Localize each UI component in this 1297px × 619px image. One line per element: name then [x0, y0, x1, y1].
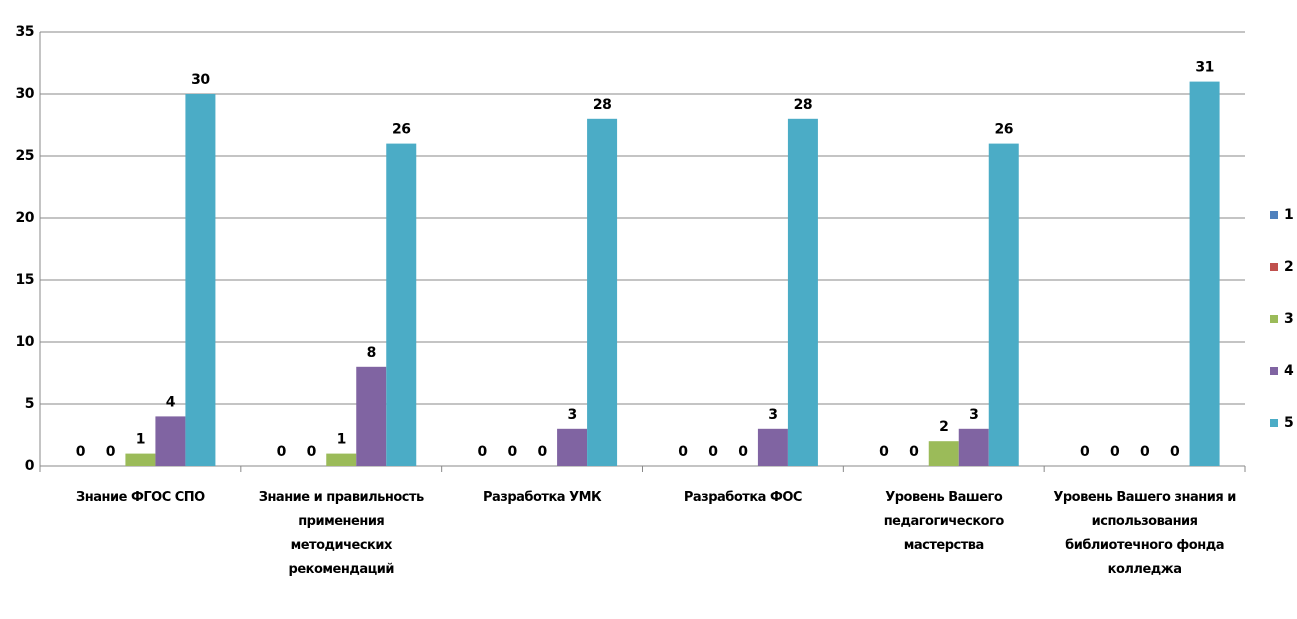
legend-swatch	[1270, 367, 1278, 375]
y-tick-label: 10	[16, 334, 35, 350]
y-tick-label: 20	[16, 210, 35, 226]
x-tick-label: Знание ФГОС СПО	[76, 490, 205, 505]
x-tick-label: Разработка УМК	[482, 490, 602, 505]
data-label: 0	[477, 444, 487, 460]
data-label: 4	[166, 394, 176, 410]
bar	[326, 453, 357, 466]
legend-label: 4	[1284, 363, 1294, 379]
data-label: 0	[537, 444, 547, 460]
legend-label: 3	[1284, 311, 1293, 327]
y-tick-label: 35	[16, 24, 34, 40]
data-label: 1	[136, 432, 145, 448]
data-label: 8	[367, 345, 376, 361]
data-label: 0	[738, 444, 748, 460]
x-tick-label: Уровень Вашего знания и использования би…	[1053, 490, 1236, 577]
bar	[185, 94, 216, 466]
bar	[155, 416, 186, 466]
legend-swatch	[1270, 263, 1278, 271]
data-label: 0	[106, 444, 116, 460]
data-label: 0	[708, 444, 718, 460]
bar	[125, 453, 156, 466]
data-label: 31	[1195, 60, 1213, 76]
legend-label: 5	[1284, 415, 1293, 431]
data-label: 0	[678, 444, 688, 460]
legend-swatch	[1270, 419, 1278, 427]
data-label: 0	[307, 444, 317, 460]
data-label: 3	[969, 407, 978, 423]
data-label: 0	[1170, 444, 1180, 460]
data-label: 3	[567, 407, 576, 423]
data-label: 3	[768, 407, 777, 423]
y-tick-label: 0	[25, 458, 35, 474]
data-label: 28	[794, 97, 812, 113]
bar	[1189, 81, 1220, 466]
y-tick-label: 15	[16, 272, 34, 288]
data-label: 26	[995, 122, 1013, 138]
data-label: 30	[191, 72, 210, 88]
y-tick-label: 5	[25, 396, 34, 412]
data-label: 2	[939, 419, 948, 435]
data-label: 0	[507, 444, 517, 460]
bar	[958, 428, 989, 466]
x-tick-label: Разработка ФОС	[683, 490, 803, 505]
bar	[757, 428, 788, 466]
y-tick-label: 25	[16, 148, 34, 164]
legend-label: 2	[1284, 259, 1293, 275]
x-tick-label: Уровень Вашего педагогического мастерств…	[883, 490, 1005, 553]
bar	[557, 428, 588, 466]
bar	[587, 118, 618, 467]
legend-swatch	[1270, 315, 1278, 323]
bar	[386, 143, 417, 466]
data-label: 0	[1140, 444, 1150, 460]
legend-label: 1	[1284, 207, 1293, 223]
data-label: 26	[392, 122, 410, 138]
bar	[787, 118, 818, 467]
legend-swatch	[1270, 211, 1278, 219]
data-label: 0	[277, 444, 287, 460]
bar	[928, 441, 959, 466]
x-tick-label: Знание и правильность применения методич…	[258, 490, 425, 577]
y-tick-label: 30	[16, 86, 35, 102]
data-label: 0	[1110, 444, 1120, 460]
bar	[988, 143, 1019, 466]
data-label: 0	[879, 444, 889, 460]
data-label: 28	[593, 97, 611, 113]
bar	[356, 366, 387, 466]
data-label: 0	[1080, 444, 1090, 460]
data-label: 0	[76, 444, 86, 460]
data-label: 0	[909, 444, 919, 460]
data-label: 1	[337, 432, 346, 448]
